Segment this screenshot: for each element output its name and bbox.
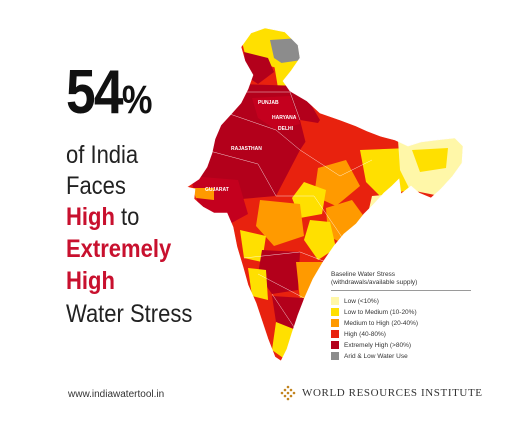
wri-logo-icon bbox=[280, 385, 296, 401]
legend-item: Low (<10%) bbox=[331, 296, 471, 306]
legend-label: Low to Medium (10-20%) bbox=[344, 308, 417, 316]
state-label-rajasthan: RAJASTHAN bbox=[231, 146, 262, 152]
headline-to: to bbox=[114, 203, 140, 231]
percent-sign: % bbox=[121, 78, 153, 122]
legend-title: Baseline Water Stress bbox=[331, 271, 396, 278]
headline-percent: 54% bbox=[66, 62, 238, 131]
legend-swatch bbox=[331, 330, 339, 338]
legend-swatch bbox=[331, 319, 339, 327]
legend-label: Extremely High (>80%) bbox=[344, 341, 412, 349]
legend-swatch bbox=[331, 341, 339, 349]
map-legend: Baseline Water Stress (withdrawals/avail… bbox=[331, 271, 471, 362]
legend-label: High (40-80%) bbox=[344, 330, 386, 338]
legend-item: Extremely High (>80%) bbox=[331, 340, 471, 350]
legend-swatch bbox=[331, 352, 339, 360]
headline-line-1: of India bbox=[66, 141, 139, 169]
legend-label: Arid & Low Water Use bbox=[344, 352, 408, 360]
headline-line-2: Faces bbox=[66, 172, 126, 200]
legend-item: High (40-80%) bbox=[331, 329, 471, 339]
headline-line-3: High to bbox=[66, 202, 139, 233]
state-label-delhi: DELHI bbox=[278, 126, 294, 132]
legend-item: Low to Medium (10-20%) bbox=[331, 307, 471, 317]
state-labels: PUNJAB HARYANA DELHI RAJASTHAN GUJARAT bbox=[205, 100, 297, 193]
headline: 54% of India Faces High to Extremely Hig… bbox=[66, 62, 266, 329]
legend-swatch bbox=[331, 308, 339, 316]
legend-label: Medium to High (20-40%) bbox=[344, 319, 419, 327]
legend-label: Low (<10%) bbox=[344, 297, 379, 305]
state-label-gujarat: GUJARAT bbox=[205, 187, 229, 193]
state-label-haryana: HARYANA bbox=[272, 115, 297, 121]
percent-number: 54 bbox=[66, 58, 124, 127]
headline-high: High bbox=[66, 203, 115, 231]
headline-line-4: Extremely bbox=[66, 235, 172, 263]
legend-item: Medium to High (20-40%) bbox=[331, 318, 471, 328]
headline-line-5: High bbox=[66, 267, 115, 295]
headline-line-6: Water Stress bbox=[66, 300, 193, 328]
legend-swatch bbox=[331, 297, 339, 305]
wri-name: WORLD RESOURCES INSTITUTE bbox=[302, 387, 483, 399]
state-label-punjab: PUNJAB bbox=[258, 100, 279, 106]
legend-item: Arid & Low Water Use bbox=[331, 351, 471, 361]
legend-subtitle: (withdrawals/available supply) bbox=[331, 279, 471, 291]
wri-brand: WORLD RESOURCES INSTITUTE bbox=[280, 385, 483, 401]
footer-url: www.indiawatertool.in bbox=[68, 389, 165, 400]
